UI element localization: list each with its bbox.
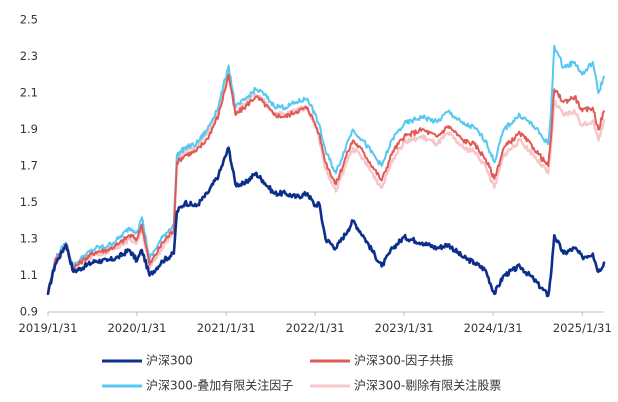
y-tick-label: 2.1	[20, 86, 38, 100]
legend-label-0: 沪深300	[146, 354, 193, 368]
x-tick-label: 2023/1/31	[375, 321, 434, 335]
series-layer	[46, 44, 606, 298]
y-tick-label: 2.3	[20, 49, 38, 63]
series-line-3	[46, 69, 606, 295]
y-tick-label: 0.9	[20, 305, 38, 319]
x-tick-label: 2024/1/31	[464, 321, 523, 335]
y-tick-label: 1.5	[20, 195, 38, 209]
legend-label-1: 沪深300-因子共振	[354, 354, 453, 368]
x-tick-label: 2022/1/31	[286, 321, 345, 335]
x-tick-label: 2021/1/31	[197, 321, 256, 335]
series-line-0	[46, 146, 606, 298]
y-tick-label: 2.5	[20, 13, 38, 27]
y-tick-label: 1.7	[20, 159, 38, 173]
y-tick-label: 1.9	[20, 122, 38, 136]
x-tick-label: 2019/1/31	[19, 321, 78, 335]
series-line-2	[47, 44, 605, 295]
x-axis-ticks: 2019/1/31 2020/1/31 2021/1/31 2022/1/31 2023…	[19, 312, 612, 335]
x-tick-label: 2020/1/31	[107, 321, 166, 335]
y-tick-label: 1.1	[20, 268, 38, 282]
series-line-1	[47, 73, 605, 295]
x-tick-label: 2025/1/31	[553, 321, 612, 335]
y-axis-ticks: 2.5 2.3 2.1 1.9 1.7 1.5 1.3 1.1 0.9	[20, 13, 38, 319]
legend-label-2: 沪深300-叠加有限关注因子	[146, 378, 293, 393]
legend-label-3: 沪深300-剔除有限关注股票	[354, 378, 501, 393]
y-tick-label: 1.3	[20, 232, 38, 246]
